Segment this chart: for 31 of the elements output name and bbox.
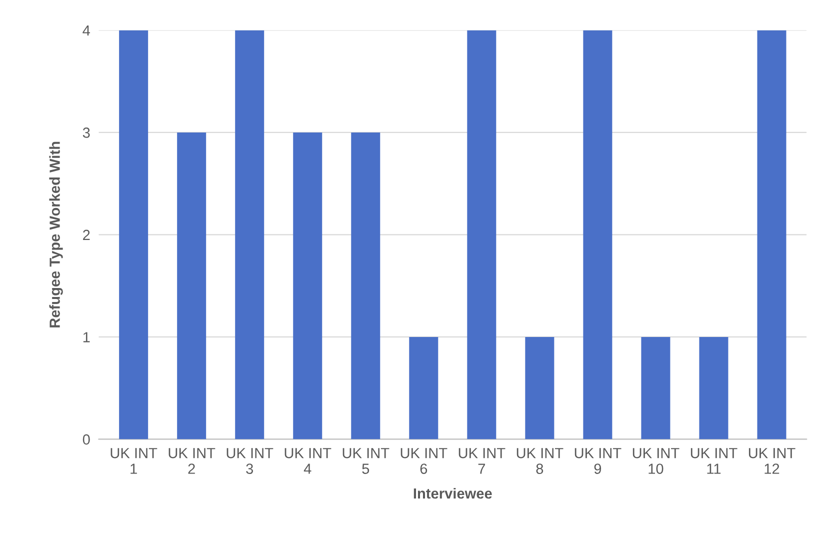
bar <box>293 132 322 440</box>
y-tick-label: 4 <box>82 25 90 36</box>
bar <box>177 132 206 440</box>
x-tick-label: UK INT 10 <box>632 448 680 474</box>
y-tick-label: 2 <box>83 230 90 240</box>
bar <box>641 336 670 440</box>
bar <box>467 30 496 440</box>
x-tick-label: UK INT 12 <box>748 448 796 474</box>
x-tick-label: UK INT 7 <box>458 448 506 474</box>
x-tick-label: UK INT 1 <box>110 448 158 474</box>
bar <box>409 336 438 440</box>
x-tick-label: UK INT 11 <box>690 448 738 474</box>
y-tick-label: 0 <box>82 434 90 445</box>
bar <box>525 336 554 440</box>
bar <box>583 30 612 440</box>
x-tick-label: UK INT 6 <box>400 448 448 474</box>
bar <box>351 132 380 440</box>
x-tick-label: UK INT 8 <box>516 448 564 474</box>
y-axis-title: Refugee Type Worked With <box>49 142 63 328</box>
x-tick-label: UK INT 2 <box>168 448 216 474</box>
bar <box>757 30 786 440</box>
bar <box>235 30 264 440</box>
y-tick-label: 1 <box>83 332 90 342</box>
x-tick-label: UK INT 3 <box>226 448 274 474</box>
bar <box>119 30 148 440</box>
x-axis-title: Interviewee <box>414 488 492 499</box>
y-tick-label: 3 <box>82 128 90 138</box>
x-tick-label: UK INT 4 <box>284 448 332 474</box>
x-tick-label: UK INT 9 <box>574 448 622 474</box>
bar <box>699 336 728 440</box>
x-tick-label: UK INT 5 <box>342 448 390 474</box>
